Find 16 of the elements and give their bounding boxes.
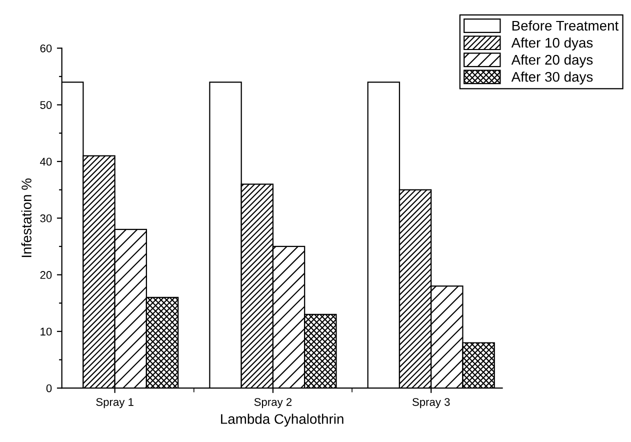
y-tick-label: 40: [40, 158, 52, 166]
legend-label: After 30 days: [511, 72, 593, 85]
x-tick-label: Spray 1: [96, 398, 134, 408]
legend-label: Before Treatment: [512, 20, 619, 31]
y-tick-label: 30: [40, 214, 52, 222]
y-axis-title: Infestation %: [21, 178, 32, 257]
x-axis-title: Lambda Cyhalothrin: [221, 414, 344, 427]
y-tick-label: 20: [40, 271, 52, 279]
x-tick-label: Spray 3: [412, 398, 450, 408]
y-tick-label: 0: [46, 384, 52, 392]
y-tick-label: 50: [40, 101, 52, 109]
legend-label: After 10 dyas: [511, 37, 593, 50]
y-tick-label: 60: [40, 44, 52, 52]
y-tick-label: 10: [40, 328, 52, 336]
legend-label: After 20 days: [511, 54, 593, 68]
x-tick-label: Spray 2: [254, 398, 292, 408]
